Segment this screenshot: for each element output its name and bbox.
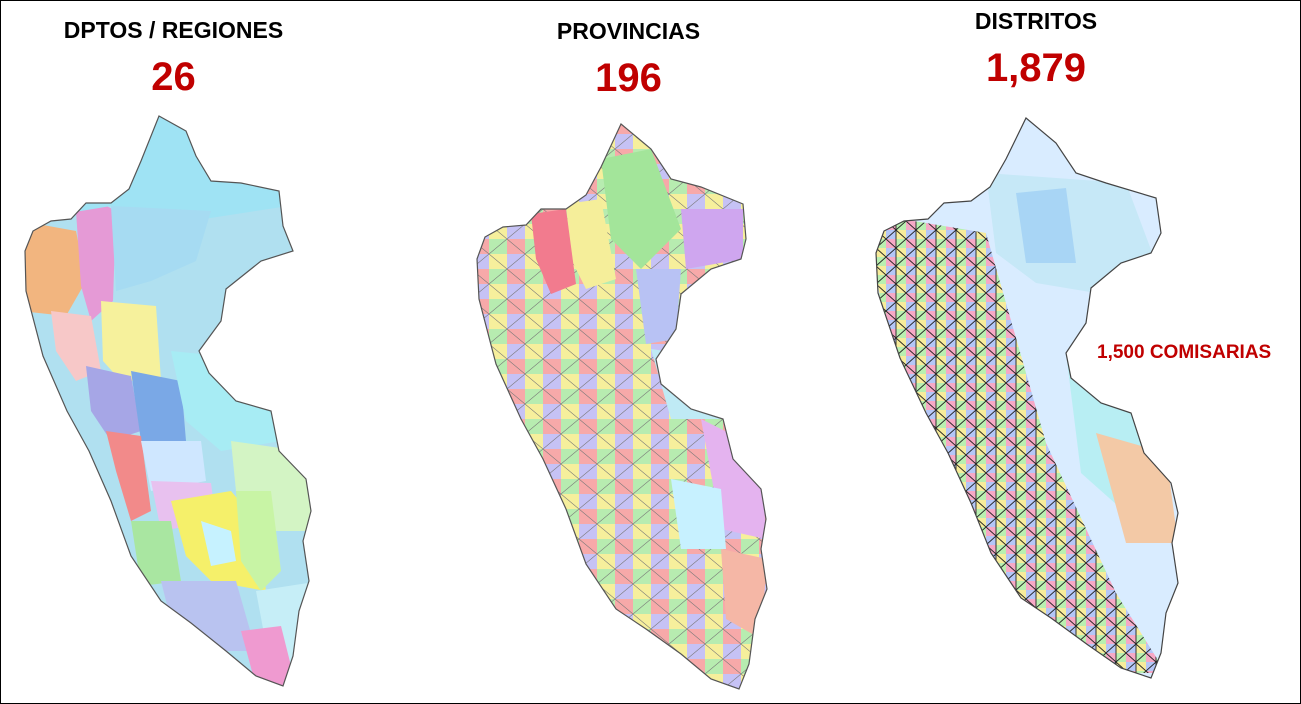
panel-title: DPTOS / REGIONES <box>63 17 284 43</box>
region <box>131 521 181 586</box>
region <box>241 626 296 686</box>
region <box>106 431 151 521</box>
region <box>131 371 186 441</box>
region <box>25 116 311 221</box>
peru-departments-map <box>24 115 312 687</box>
police-stations-annotation: 1,500 COMISARIAS <box>1097 342 1272 363</box>
region <box>51 311 101 381</box>
region <box>236 491 281 591</box>
region <box>111 206 211 291</box>
panel-count: 196 <box>595 56 662 100</box>
region <box>636 269 681 344</box>
panel-departments: DPTOS / REGIONES 26 <box>1 1 431 703</box>
region <box>566 199 616 289</box>
peru-districts-map <box>875 117 1179 679</box>
region <box>101 301 161 381</box>
region <box>681 209 743 269</box>
region <box>201 521 236 566</box>
region <box>601 149 681 269</box>
panel-count: 26 <box>151 55 196 99</box>
panel-provinces: PROVINCIAS 196 <box>431 1 861 703</box>
region <box>531 209 576 294</box>
region <box>86 366 141 441</box>
region <box>1016 188 1076 263</box>
panel-districts: DISTRITOS 1,879 <box>861 1 1300 703</box>
region <box>671 479 726 549</box>
panel-title: PROVINCIAS <box>556 18 701 44</box>
panel-title: DISTRITOS <box>974 8 1098 34</box>
region <box>76 203 116 321</box>
peru-provinces-map <box>476 123 768 690</box>
region <box>141 441 206 491</box>
region <box>25 221 86 316</box>
panel-count: 1,879 <box>985 46 1087 90</box>
region <box>876 213 1166 673</box>
